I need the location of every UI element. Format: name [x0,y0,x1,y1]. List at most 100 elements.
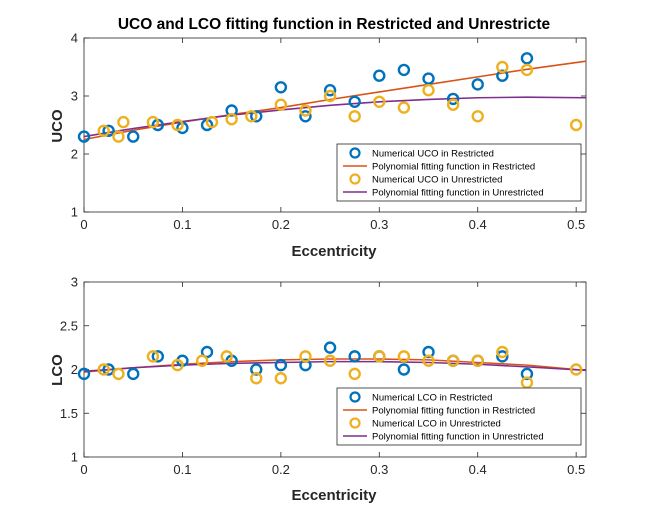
lco-x-tick-label: 0.4 [469,462,487,477]
lco-data-point [323,354,337,367]
uco-data-point [205,115,219,129]
lco-data-point [471,354,484,367]
lco-data-point [496,345,509,359]
uco-data-point [422,72,435,85]
lco-legend-label: Numerical LCO in Unrestricted [372,418,501,429]
uco-legend-entry: Polynomial fitting function in Restricte… [343,161,535,172]
uco-data-point [471,110,484,123]
lco-data-point [102,363,115,376]
uco-data-point [299,104,312,117]
lco-data-point [146,350,160,363]
uco-data-point [225,104,238,117]
uco-data-point [171,118,184,132]
uco-legend-box [336,143,582,202]
lco-legend-label: Polynomial fitting function in Unrestric… [372,431,544,442]
uco-legend: Numerical UCO in Restricted Polynomial fi… [336,143,582,202]
lco-series-2 [97,345,583,389]
uco-data-point [520,52,534,65]
uco-data-point [397,63,411,77]
uco-data-point [146,115,160,129]
uco-data-point [496,69,509,82]
chart-title: UCO and LCO fitting function in Restrict… [118,16,551,33]
lco-legend-entry: Polynomial fitting function in Unrestric… [343,431,544,442]
lco-data-point [220,350,233,363]
lco-series-3 [83,360,587,373]
uco-x-tick-label: 0.2 [272,217,290,232]
uco-data-point [323,83,337,97]
uco-data-point [569,118,583,132]
uco-legend-marker-swatch [349,147,361,159]
lco-y-tick-label: 3 [71,275,78,290]
lco-data-point [151,350,165,363]
lco-legend-entry: Numerical LCO in Unrestricted [349,417,501,429]
uco-y-tick-label: 3 [71,89,78,104]
lco-x-tick-label: 0.1 [173,462,191,477]
lco-data-point [397,350,411,363]
lco-data-point [274,358,288,372]
lco-x-tick-label: 0 [80,462,87,477]
lco-x-tick-label: 0.5 [567,462,585,477]
uco-plot-area: 0 0.1 0.2 0.3 0.4 0.5 1 2 3 4 [71,31,587,232]
lco-data-point [274,372,288,385]
uco-y-axis-label: UCO [49,109,66,143]
uco-data-point [446,98,460,111]
uco-legend-label: Numerical UCO in Unrestricted [372,174,502,185]
lco-y-tick-label: 1.5 [60,406,78,421]
uco-data-point [496,60,509,74]
lco-data-point [323,341,337,354]
lco-legend-label: Polynomial fitting function in Restricte… [372,405,535,416]
lco-data-point [446,354,460,367]
uco-legend-entry: Polynomial fitting function in Unrestric… [343,187,544,198]
uco-data-point [97,124,110,138]
uco-x-tick-label: 0.4 [469,217,487,232]
lco-chart: 0 0.1 0.2 0.3 0.4 0.5 1 1.5 2 2.5 3 Eccentricity L… [49,275,587,504]
uco-x-tick-label: 0.3 [370,217,388,232]
uco-data-point [112,130,125,143]
uco-legend-label: Polynomial fitting function in Unrestric… [372,187,544,198]
lco-data-point [397,363,411,376]
lco-data-point [97,363,110,376]
lco-x-tick-label: 0.2 [272,462,290,477]
uco-data-point [471,78,484,91]
uco-data-point [274,98,288,111]
uco-x-axis-label: Eccentricity [291,243,377,260]
lco-data-point [299,358,312,372]
uco-data-point [245,110,258,123]
lco-data-point [299,350,312,363]
uco-data-point [299,110,312,123]
lco-data-point [250,372,263,385]
lco-legend-marker-swatch [349,417,361,429]
uco-data-point [520,63,534,77]
uco-data-point [102,124,115,138]
lco-data-point [422,354,435,367]
uco-x-tick-label: 0 [80,217,87,232]
uco-series-3 [83,96,587,138]
uco-legend-label: Polynomial fitting function in Restricte… [372,161,535,172]
uco-data-point [127,130,140,143]
uco-y-tick-label: 1 [71,205,78,220]
lco-data-point [348,367,361,381]
uco-y-tick-label: 2 [71,147,78,162]
uco-data-point [77,130,91,143]
lco-legend-marker-swatch [349,391,361,403]
lco-data-point [569,363,583,376]
lco-data-point [77,367,91,381]
lco-data-point [373,350,386,363]
lco-x-tick-label: 0.3 [370,462,388,477]
uco-y-tick-label: 4 [71,31,78,46]
lco-legend: Numerical LCO in Restricted Polynomial fi… [336,387,582,446]
uco-x-tick-label: 0.5 [567,217,585,232]
lco-data-point [496,350,509,363]
uco-data-point [373,95,386,109]
uco-legend-marker-swatch [349,173,361,185]
uco-series-2 [97,60,583,143]
uco-data-point [117,115,130,129]
lco-y-axis-label: LCO [49,354,66,386]
uco-fit-line [83,96,587,138]
uco-data-point [373,69,386,82]
uco-data-point [348,95,361,109]
uco-data-point [422,83,435,97]
uco-legend-entry: Numerical UCO in Unrestricted [349,173,502,185]
lco-data-point [520,367,534,381]
